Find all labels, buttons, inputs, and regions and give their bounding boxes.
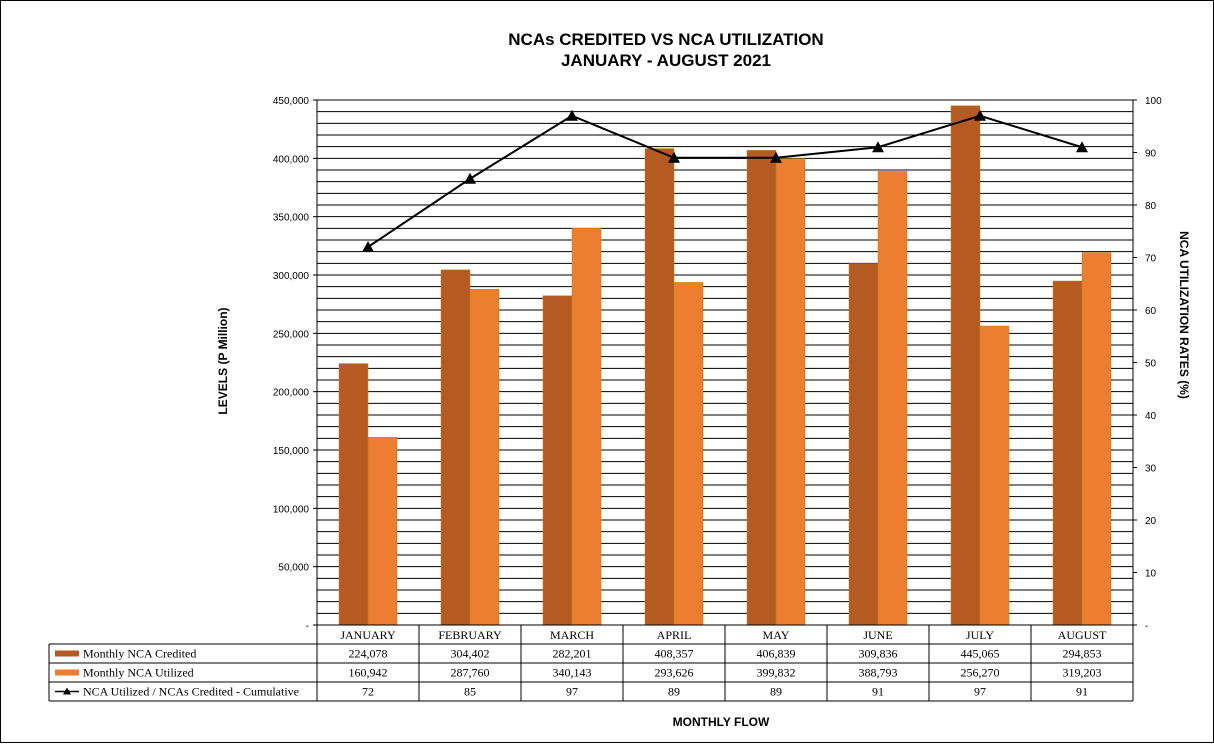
bar-credited (950, 105, 981, 626)
utilization-rate-point (362, 241, 374, 252)
data-table-value: 304,402 (451, 647, 490, 661)
data-table-value: 89 (668, 685, 680, 699)
utilization-rate-point (770, 151, 782, 163)
bar-credited (1052, 280, 1083, 626)
y-tick-label: 450,000 (273, 96, 310, 107)
bar-utilized (469, 289, 500, 626)
legend-key-utilized (55, 669, 79, 676)
plot-area: - 50,000 100,000 150,000 200,000 250,000 300,0… (273, 96, 1162, 632)
bar-credited (338, 363, 369, 626)
y2-tick-label: 20 (1145, 516, 1157, 527)
x-category-label: FEBRUARY (438, 628, 502, 642)
y-tick-label: 300,000 (273, 271, 310, 282)
data-table-value: 72 (362, 685, 374, 699)
y-tick-label: - (306, 621, 309, 632)
bar-utilized (673, 282, 704, 626)
y2-tick-label: 60 (1145, 306, 1157, 317)
legend-label: Monthly NCA Credited (83, 647, 196, 661)
bar-credited (644, 148, 675, 626)
y-axis-title: LEVELS (P Million) (216, 307, 230, 414)
x-axis-title: MONTHLY FLOW (673, 715, 770, 729)
utilization-rate-point (872, 141, 884, 153)
data-table-value: 91 (1076, 685, 1088, 699)
y2-tick-label: 80 (1145, 201, 1157, 212)
utilization-rate-point (1076, 141, 1088, 153)
bar-credited (848, 263, 879, 626)
y-tick-label: 100,000 (273, 504, 310, 515)
y2-tick-label: 10 (1145, 569, 1157, 580)
y-tick-label: 150,000 (273, 446, 310, 457)
x-category-label: APRIL (657, 628, 692, 642)
data-table-value: 445,065 (961, 647, 1000, 661)
chart-title: NCAs CREDITED VS NCA UTILIZATION (508, 30, 823, 49)
x-category-label: JULY (966, 628, 994, 642)
bar-utilized (877, 171, 908, 626)
data-table-value: 91 (872, 685, 884, 699)
y2-tick-label: 90 (1145, 149, 1157, 160)
y2-tick-label: 30 (1145, 464, 1157, 475)
x-category-label: JUNE (863, 628, 892, 642)
bar-credited (542, 295, 573, 626)
bar-credited (746, 150, 777, 626)
utilization-rate-point (668, 151, 680, 163)
legend-key-credited (55, 650, 79, 657)
legend-label: NCA Utilized / NCAs Credited - Cumulativ… (83, 685, 299, 699)
data-table-value: 85 (464, 685, 476, 699)
legend-key-marker (63, 687, 71, 695)
y2-tick-label: 100 (1145, 96, 1162, 107)
data-table-value: 309,836 (859, 647, 898, 661)
chart-subtitle: JANUARY - AUGUST 2021 (561, 51, 771, 70)
y-tick-label: 350,000 (273, 213, 310, 224)
bar-utilized (1081, 252, 1112, 626)
y-tick-label: 50,000 (278, 563, 309, 574)
y2-tick-label: 50 (1145, 359, 1157, 370)
data-table-value: 287,760 (451, 666, 490, 680)
utilization-rate-point (566, 109, 578, 121)
y2-axis-title: NCA UTILIZATION RATES (%) (1177, 231, 1191, 399)
y2-tick-label: 70 (1145, 254, 1157, 265)
y2-tick-label: 40 (1145, 411, 1157, 422)
bar-utilized (979, 325, 1010, 626)
data-table-value: 319,203 (1063, 666, 1102, 680)
y-tick-label: 250,000 (273, 329, 310, 340)
y2-tick-label: - (1145, 621, 1148, 632)
y-tick-label: 400,000 (273, 154, 310, 165)
x-category-label: JANUARY (340, 628, 396, 642)
data-table-value: 406,839 (757, 647, 796, 661)
data-table-value: 340,143 (553, 666, 592, 680)
data-table-value: 388,793 (859, 666, 898, 680)
utilization-rate-point (464, 172, 476, 184)
x-category-label: MAY (763, 628, 790, 642)
data-table-value: 97 (566, 685, 578, 699)
y-tick-label: 200,000 (273, 388, 310, 399)
data-table-value: 256,270 (961, 666, 1000, 680)
data-table-value: 293,626 (655, 666, 694, 680)
bar-utilized (775, 158, 806, 626)
data-table: JANUARY FEBRUARY MARCH APRIL MAY JUNE JULY AUGU… (48, 625, 1134, 702)
utilization-rate-line (367, 114, 1083, 248)
data-table-value: 160,942 (349, 666, 388, 680)
data-table-value: 282,201 (553, 647, 592, 661)
legend-label: Monthly NCA Utilized (83, 666, 194, 680)
data-table-value: 97 (974, 685, 986, 699)
data-table-value: 89 (770, 685, 782, 699)
x-category-label: MARCH (550, 628, 594, 642)
data-table-value: 224,078 (349, 647, 388, 661)
bar-credited (440, 269, 471, 626)
data-table-value: 399,832 (757, 666, 796, 680)
data-table-value: 408,357 (655, 647, 694, 661)
data-table-value: 294,853 (1063, 647, 1102, 661)
bar-utilized (571, 227, 602, 626)
x-category-label: AUGUST (1058, 628, 1107, 642)
bar-utilized (367, 436, 398, 626)
utilization-rate-point (974, 109, 986, 121)
